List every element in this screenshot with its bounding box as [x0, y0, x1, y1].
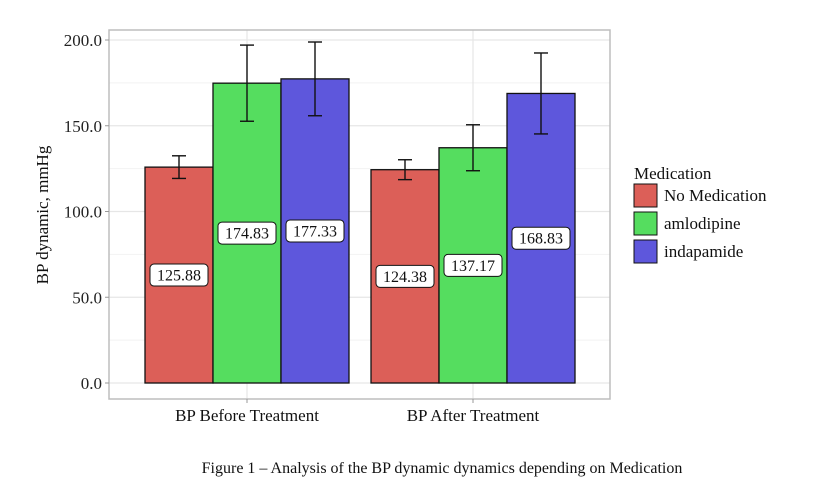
- x-tick-label: BP Before Treatment: [175, 406, 319, 425]
- data-label-box: [443, 253, 503, 277]
- legend-swatch: [633, 211, 658, 236]
- y-tick-label: 0.0: [81, 374, 102, 393]
- legend-item: indapamide: [633, 239, 743, 264]
- x-axis-ticks: BP Before Treatment BP After Treatment: [175, 399, 540, 425]
- legend-swatch: [633, 239, 658, 264]
- data-labels: 125.88 124.38 174.83 137.17 177.33 168.83: [149, 219, 571, 288]
- data-label-text: 168.83: [519, 231, 563, 248]
- error-bar: [534, 52, 548, 135]
- data-label: 125.88: [149, 263, 209, 287]
- legend-label: No Medication: [664, 186, 767, 205]
- plot-panel-border: [108, 29, 611, 400]
- error-bars: [172, 41, 548, 181]
- error-bar: [466, 124, 480, 172]
- data-label-text: 177.33: [293, 223, 337, 240]
- y-tick-label: 150.0: [64, 117, 102, 136]
- data-label: 174.83: [217, 221, 277, 245]
- x-tick-label: BP After Treatment: [407, 406, 540, 425]
- error-bar: [398, 159, 412, 181]
- error-bar: [172, 155, 186, 180]
- legend: Medication No Medication amlodipine indapam…: [633, 164, 767, 264]
- data-label: 168.83: [511, 226, 571, 250]
- data-label-box: [149, 263, 209, 287]
- y-axis-label: BP dynamic, mmHg: [33, 145, 52, 284]
- data-label-text: 125.88: [157, 268, 201, 285]
- data-label-text: 174.83: [225, 226, 269, 243]
- legend-item: amlodipine: [633, 211, 740, 236]
- error-bar: [240, 44, 254, 122]
- legend-item: No Medication: [633, 183, 767, 208]
- figure-caption: Figure 1 – Analysis of the BP dynamic dy…: [202, 460, 683, 477]
- data-label: 137.17: [443, 253, 503, 277]
- data-label-text: 137.17: [451, 258, 495, 275]
- y-tick-label: 50.0: [72, 288, 102, 307]
- data-label-box: [375, 264, 435, 288]
- legend-swatch: [633, 183, 658, 208]
- data-label-text: 124.38: [383, 269, 427, 286]
- data-label-box: [511, 226, 571, 250]
- data-label-box: [217, 221, 277, 245]
- bars: [144, 78, 576, 384]
- data-label: 124.38: [375, 264, 435, 288]
- y-tick-label: 100.0: [64, 203, 102, 222]
- legend-label: indapamide: [664, 242, 743, 261]
- data-label: 177.33: [285, 219, 345, 243]
- error-bar: [308, 41, 322, 117]
- legend-label: amlodipine: [664, 214, 740, 233]
- data-label-box: [285, 219, 345, 243]
- y-axis-ticks: 0.0 50.0 100.0 150.0 200.0: [64, 31, 109, 393]
- legend-title: Medication: [634, 164, 712, 183]
- y-tick-label: 200.0: [64, 31, 102, 50]
